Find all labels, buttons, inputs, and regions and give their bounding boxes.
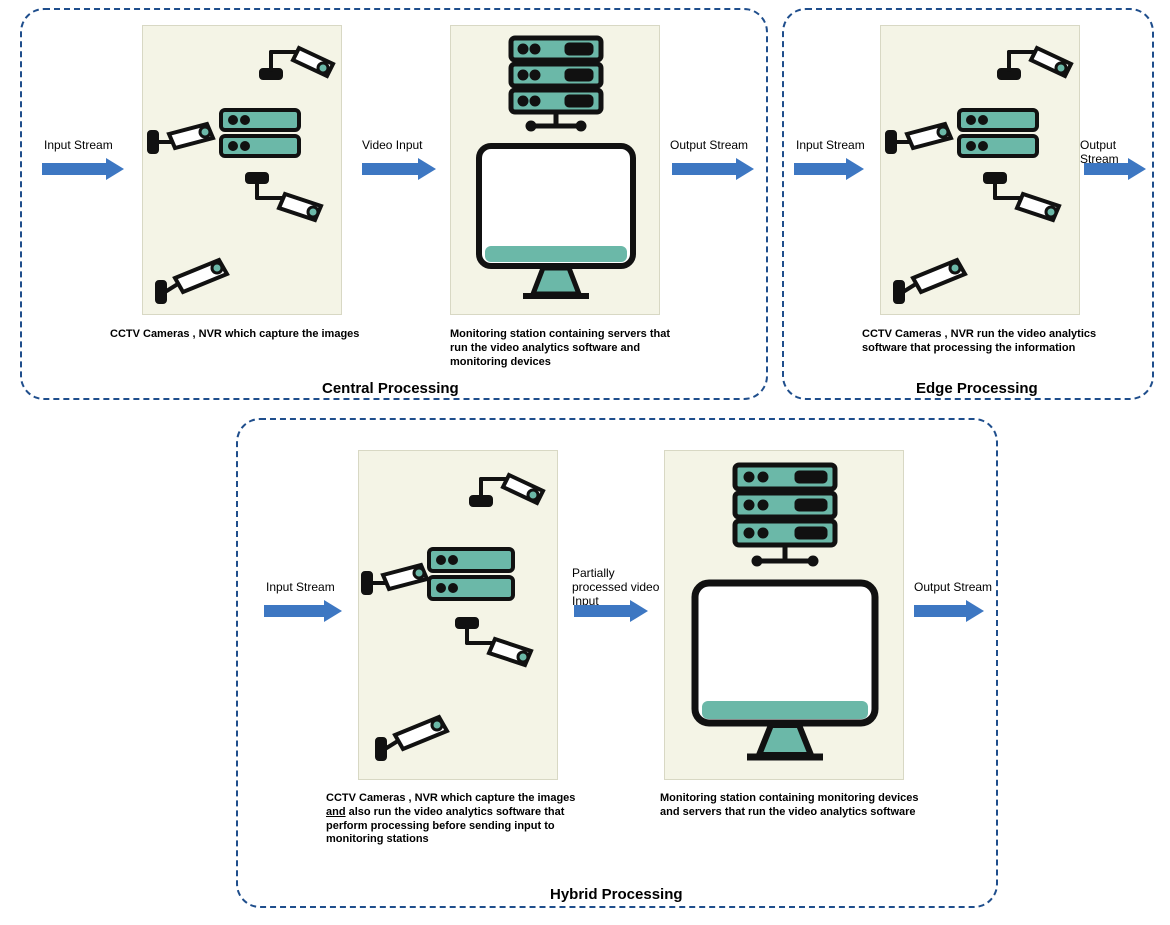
panel-edge: CCTV Cameras , NVR run the video analyti…	[782, 8, 1154, 400]
label-central-mid: Video Input	[362, 138, 423, 152]
title-central: Central Processing	[322, 380, 459, 397]
arrow-edge-in	[794, 158, 864, 180]
panel-hybrid: CCTV Cameras , NVR which capture the ima…	[236, 418, 998, 908]
title-edge: Edge Processing	[916, 380, 1038, 397]
caption-central-station: Monitoring station containing servers th…	[450, 328, 690, 369]
title-hybrid: Hybrid Processing	[550, 886, 683, 903]
cctv-nvr-icon	[881, 26, 1081, 316]
box-edge-capture	[880, 25, 1080, 315]
caption-hybrid-station: Monitoring station containing monitoring…	[660, 792, 920, 820]
arrow-hybrid-mid	[574, 600, 648, 622]
arrow-hybrid-out	[914, 600, 984, 622]
caption-central-capture: CCTV Cameras , NVR which capture the ima…	[110, 328, 370, 342]
panel-central: CCTV Cameras , NVR which capture the ima…	[20, 8, 768, 400]
arrow-central-out	[672, 158, 754, 180]
label-central-out: Output Stream	[670, 138, 748, 152]
arrow-edge-out	[1084, 158, 1146, 180]
label-hybrid-out: Output Stream	[914, 580, 992, 594]
caption-edge-capture: CCTV Cameras , NVR run the video analyti…	[862, 328, 1102, 356]
arrow-hybrid-in	[264, 600, 342, 622]
label-edge-in: Input Stream	[796, 138, 865, 152]
server-monitor-icon	[665, 451, 905, 781]
arrow-central-mid	[362, 158, 436, 180]
cctv-nvr-icon	[359, 451, 559, 781]
box-central-station	[450, 25, 660, 315]
box-central-capture	[142, 25, 342, 315]
server-monitor-icon	[451, 26, 661, 316]
label-hybrid-in: Input Stream	[266, 580, 335, 594]
caption-hybrid-capture: CCTV Cameras , NVR which capture the ima…	[326, 792, 576, 847]
box-hybrid-capture	[358, 450, 558, 780]
box-hybrid-station	[664, 450, 904, 780]
label-central-in: Input Stream	[44, 138, 113, 152]
arrow-central-in	[42, 158, 124, 180]
cctv-nvr-icon	[143, 26, 343, 316]
